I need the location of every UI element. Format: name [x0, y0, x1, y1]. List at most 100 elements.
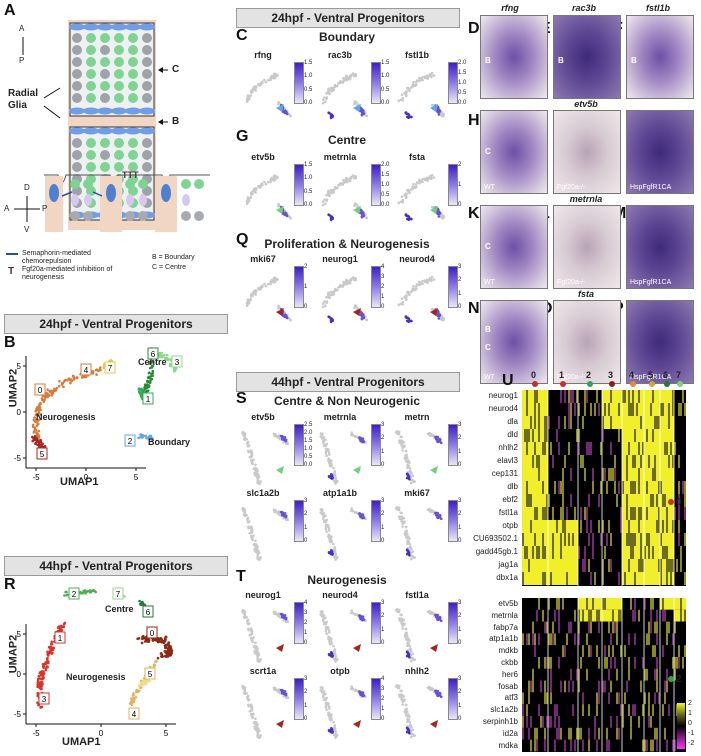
- heatmap-cell: [582, 598, 584, 610]
- heatmap-cell: [652, 481, 654, 494]
- feature-plot-fsta: fsta 2 1 0: [386, 150, 462, 230]
- feature-point: [252, 534, 255, 538]
- colorbar-tick-label: 1: [304, 524, 308, 531]
- feature-point: [409, 188, 413, 191]
- heatmap-cell: [526, 609, 528, 622]
- heatmap-cell: [624, 403, 626, 416]
- progenitor-cell-sag: [194, 211, 204, 221]
- heatmap-cell: [632, 572, 634, 585]
- feature-point: [432, 510, 435, 513]
- feature-point-high: [439, 695, 443, 699]
- heatmap-cell: [672, 468, 674, 481]
- feature-point-high: [435, 514, 438, 517]
- feature-point: [332, 555, 336, 559]
- heatmap-cell: [634, 559, 636, 572]
- umap-b-point: [69, 378, 73, 382]
- panel-letter-u: U: [502, 372, 514, 389]
- umap-r-point: [46, 653, 49, 656]
- colorbar-tick-label: 0: [458, 716, 462, 722]
- y-tick-label: -5: [14, 454, 22, 463]
- heatmap-cell: [528, 572, 530, 585]
- heatmap-cell: [528, 559, 530, 572]
- heatmap-cell: [566, 572, 568, 585]
- heatmap-cell: [546, 403, 548, 416]
- neuron-cell-sag: [84, 194, 92, 206]
- heatmap-cell: [534, 559, 536, 572]
- feature-point: [411, 85, 415, 88]
- feature-point: [337, 82, 340, 85]
- feature-point: [289, 217, 292, 220]
- colorbar-tick-label: 3: [381, 686, 385, 692]
- feature-point: [245, 100, 249, 103]
- heatmap-cell: [614, 494, 616, 507]
- heatmap-cell: [606, 598, 608, 610]
- heatmap-cell: [588, 609, 590, 622]
- heatmap-cell: [524, 546, 526, 559]
- heatmap-cell: [554, 507, 556, 520]
- heatmap-cell: [658, 403, 660, 416]
- feature-point: [263, 180, 266, 184]
- heatmap-cell: [558, 390, 560, 403]
- colorbar-tick-label: 1: [304, 702, 308, 709]
- heatmap-cell: [570, 533, 572, 546]
- umap-r-point: [153, 664, 157, 667]
- heatmap-cell: [656, 507, 658, 520]
- heatmap-cell: [566, 546, 568, 559]
- feature-point: [264, 182, 268, 186]
- umap-r-point: [153, 638, 157, 642]
- heatmap-cell: [604, 416, 606, 429]
- heatmap-cell: [522, 494, 524, 507]
- heatmap-cell: [574, 429, 576, 442]
- feature-point: [322, 614, 326, 617]
- feature-arrow: [276, 466, 284, 474]
- heatmap-cell: [632, 416, 634, 429]
- colorbar-tick-label: 0: [304, 640, 308, 646]
- heatmap-cell: [614, 468, 616, 481]
- heatmap-cell: [614, 390, 616, 403]
- feature-colorbar: [294, 424, 304, 466]
- heatmap-cell: [580, 598, 582, 610]
- heatmap-cell: [542, 429, 544, 442]
- umap-b-ylabel: UMAP2: [7, 368, 20, 408]
- glia-cell: [72, 93, 82, 103]
- feature-title: neurod4: [399, 254, 435, 264]
- heatmap-cell: [542, 442, 544, 455]
- heatmap-cell: [652, 598, 654, 610]
- heatmap-cell: [570, 572, 572, 585]
- heatmap-cell: [648, 429, 650, 442]
- panel-letter-h: H: [468, 112, 480, 129]
- heatmap-cell: [548, 546, 550, 559]
- feature-arrow: [430, 104, 438, 112]
- heatmap-cell: [634, 494, 636, 507]
- heatmap-cell: [558, 455, 560, 468]
- feature-point: [340, 80, 344, 84]
- glia-cell: [114, 150, 124, 160]
- heatmap-cell: [622, 520, 624, 533]
- feature-point: [321, 305, 325, 309]
- feature-point-high: [360, 437, 364, 440]
- heatmap-cell: [588, 481, 590, 494]
- heatmap-cell: [554, 455, 556, 468]
- heatmap-cell: [654, 429, 656, 442]
- feature-point: [319, 613, 323, 616]
- feature-point-high: [361, 440, 365, 443]
- heatmap-cell: [640, 572, 642, 585]
- feature-point: [353, 102, 356, 105]
- feature-point: [324, 528, 328, 531]
- heatmap-cell: [528, 416, 530, 429]
- heatmap: [522, 390, 686, 752]
- heatmap-cell: [578, 481, 580, 494]
- heatmap-cell: [560, 481, 562, 494]
- heatmap-cell: [576, 598, 578, 610]
- heatmap-cell: [640, 403, 642, 416]
- heatmap-cell: [650, 609, 652, 622]
- feature-point: [351, 510, 355, 513]
- heatmap-cell: [582, 533, 584, 546]
- feature-umap: [397, 275, 445, 323]
- feature-point-high: [410, 217, 413, 221]
- feature-point-high: [438, 617, 441, 621]
- heatmap-cell: [588, 520, 590, 533]
- heatmap-cell: [660, 598, 662, 610]
- heatmap-cell: [672, 598, 674, 610]
- feature-point: [404, 627, 408, 631]
